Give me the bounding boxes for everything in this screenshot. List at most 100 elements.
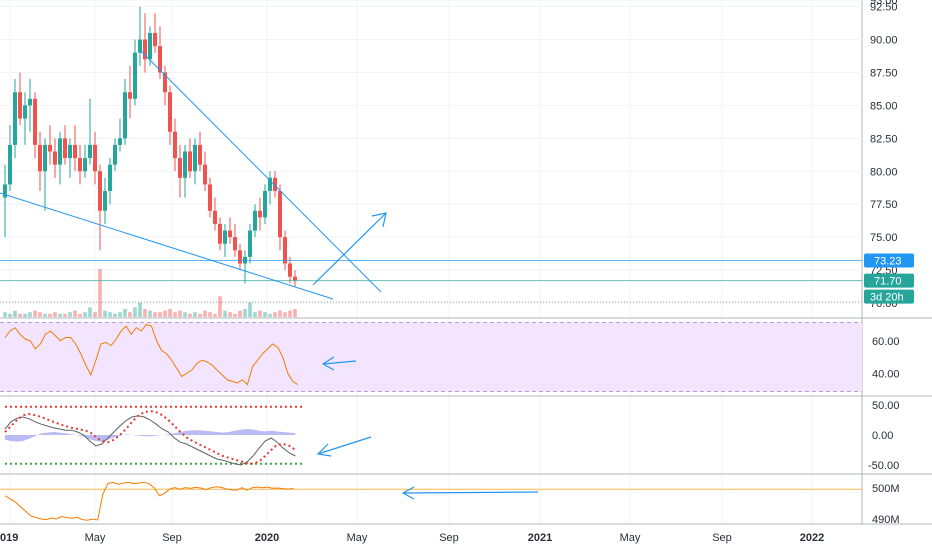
volume-bar — [288, 311, 292, 317]
volume-bar — [88, 307, 92, 317]
macd-pane[interactable] — [5, 407, 302, 465]
volume-bar — [273, 312, 277, 317]
volume-bar — [68, 312, 72, 317]
volume-bar — [148, 311, 152, 317]
rsi-tick-label: 60.00 — [872, 336, 900, 348]
candle-body — [213, 211, 217, 224]
candle-body — [278, 191, 282, 237]
rsi-band — [0, 323, 862, 392]
time-tick-label: 019 — [0, 532, 18, 544]
macd-histogram — [5, 429, 295, 442]
volume-bar — [223, 311, 227, 317]
rsi-tick-label: 40.00 — [872, 368, 900, 380]
volume-oscillator-pane[interactable] — [0, 482, 862, 520]
candle-body — [183, 152, 187, 178]
candle-body — [93, 145, 97, 171]
pane-backgrounds — [0, 323, 862, 392]
candle-body — [98, 171, 102, 211]
volume-bar — [73, 311, 77, 317]
candle-body — [173, 132, 177, 158]
volume-bar — [23, 314, 27, 317]
price-tick-label: 75.00 — [870, 232, 898, 244]
volume-bar — [38, 312, 42, 317]
volume-bar — [118, 312, 122, 317]
candle-body — [148, 33, 152, 59]
candle-body — [188, 152, 192, 172]
volume-bar — [193, 312, 197, 317]
candle-body — [258, 211, 262, 218]
volume-bar — [93, 312, 97, 317]
candle-body — [83, 158, 87, 171]
volume-bar — [153, 312, 157, 317]
vol-tick-label: 500M — [872, 483, 900, 495]
candle-body — [168, 92, 172, 132]
volume-bar — [78, 314, 82, 317]
price-tick-label: 85.00 — [870, 100, 898, 112]
volume-bar — [218, 296, 222, 317]
volume-bar — [163, 311, 167, 317]
time-tick-label: Sep — [439, 532, 459, 544]
volume-bar — [18, 314, 22, 317]
candle-body — [8, 145, 12, 185]
macd-signal-line — [5, 411, 295, 464]
volume-bar — [103, 311, 107, 317]
volume-bar — [138, 303, 142, 317]
candle-body — [3, 184, 7, 197]
volume-bar — [8, 314, 12, 317]
candle-body — [108, 165, 112, 191]
volume-bar — [238, 311, 242, 317]
candle-body — [13, 92, 17, 145]
volume-bar — [173, 312, 177, 317]
candle-body — [18, 92, 22, 118]
volume-bar — [158, 312, 162, 317]
candle-body — [238, 250, 242, 263]
macd-tick-label: 50.00 — [872, 400, 900, 412]
candle-body — [198, 145, 202, 165]
candle-body — [78, 158, 82, 171]
volume-bar — [203, 311, 207, 317]
volume-bar — [108, 312, 112, 317]
candle-body — [228, 231, 232, 238]
candle-body — [253, 211, 257, 231]
candle-body — [23, 105, 27, 118]
volume-bar — [43, 314, 47, 317]
price-tick-label: 77.50 — [870, 199, 898, 211]
volume-bar — [53, 312, 57, 317]
grid-lines — [0, 0, 932, 524]
candle-body — [248, 231, 252, 257]
volume-bar — [143, 309, 147, 317]
time-tick-label: 2022 — [800, 532, 824, 544]
candle-body — [43, 145, 47, 171]
price-tag-current-label: 71.70 — [874, 276, 902, 288]
candle-body — [133, 53, 137, 99]
candle-body — [223, 231, 227, 244]
volume-bar — [248, 303, 252, 317]
price-tick-label: 87.50 — [870, 67, 898, 79]
candle-body — [63, 138, 67, 158]
volume-bar — [83, 312, 87, 317]
volume-bar — [213, 314, 217, 317]
volume-bar — [293, 309, 297, 317]
time-tick-label: May — [85, 532, 106, 544]
candle-body — [293, 277, 297, 281]
candle-body — [203, 165, 207, 185]
volume-bar — [123, 309, 127, 317]
volume-bar — [113, 314, 117, 317]
candle-body — [48, 145, 52, 152]
macd-line — [5, 416, 295, 465]
vol-osc-line — [5, 482, 293, 520]
candle-body — [68, 145, 72, 158]
volume-bar — [33, 311, 37, 317]
candle-body — [38, 145, 42, 171]
candle-body — [263, 191, 267, 217]
time-scale[interactable]: 019 May Sep 2020 May Sep 2021 May Sep 2022 — [0, 532, 824, 544]
vol-arrow-line — [404, 492, 538, 493]
volume-bar — [198, 314, 202, 317]
price-tick-label: 80.00 — [870, 166, 898, 178]
price-tick-label: 82.50 — [870, 133, 898, 145]
volume-bar — [28, 312, 32, 317]
volume-bar — [168, 309, 172, 317]
candle-body — [218, 224, 222, 244]
